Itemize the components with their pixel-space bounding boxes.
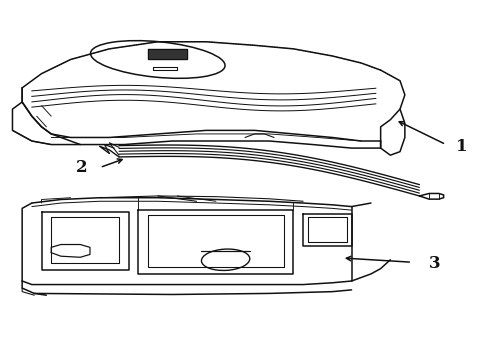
Text: 2: 2 xyxy=(76,159,88,176)
Polygon shape xyxy=(148,49,187,59)
Text: 1: 1 xyxy=(456,138,467,155)
Text: 3: 3 xyxy=(429,255,441,272)
